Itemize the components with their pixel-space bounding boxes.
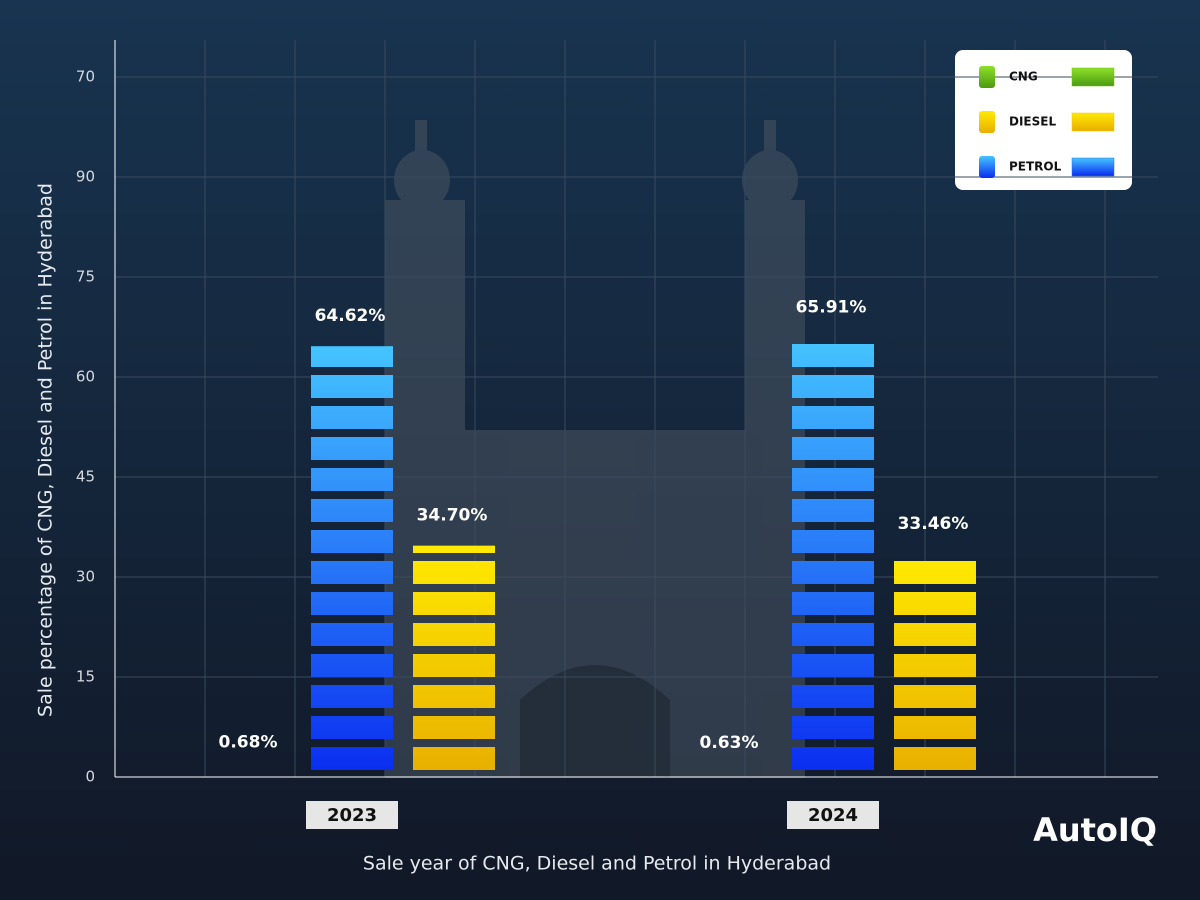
data-label: 0.63% [700, 733, 759, 753]
y-tick-label: 70 [76, 68, 95, 86]
x-tick-label: 2024 [808, 805, 858, 826]
bar [311, 346, 393, 777]
legend-swatch [1071, 157, 1115, 177]
bar [413, 545, 495, 777]
data-label: 65.91% [796, 298, 867, 318]
category-box [787, 801, 879, 829]
bar [209, 772, 291, 777]
legend-label: PETROL [1009, 160, 1062, 174]
legend-label: CNG [1009, 70, 1038, 84]
legend-swatch [1071, 112, 1115, 132]
legend-icon [979, 156, 995, 178]
y-axis-title: Sale percentage of CNG, Diesel and Petro… [35, 183, 57, 717]
bar [792, 337, 874, 777]
y-tick-label: 0 [85, 768, 95, 786]
monument-arch [520, 665, 670, 778]
monument-silhouette [385, 120, 805, 778]
x-axis-title: Sale year of CNG, Diesel and Petrol in H… [363, 853, 831, 875]
bar [894, 553, 976, 777]
legend-label: DIESEL [1009, 115, 1056, 129]
category-box [306, 801, 398, 829]
data-label: 33.46% [898, 514, 969, 534]
y-tick-label: 60 [76, 368, 95, 386]
legend-icon [979, 66, 995, 88]
bar [690, 772, 772, 777]
data-label: 64.62% [315, 306, 386, 326]
y-tick-label: 90 [76, 168, 95, 186]
legend-icon [979, 111, 995, 133]
y-tick-label: 45 [76, 468, 95, 486]
x-tick-label: 2023 [327, 805, 377, 826]
brand: AutoIQ [1033, 811, 1157, 849]
data-label: 34.70% [417, 506, 488, 526]
y-tick-label: 15 [76, 668, 95, 686]
y-tick-label: 75 [76, 268, 95, 286]
data-label: 0.68% [219, 732, 278, 752]
legend-swatch [1071, 67, 1115, 87]
y-tick-label: 30 [76, 568, 95, 586]
